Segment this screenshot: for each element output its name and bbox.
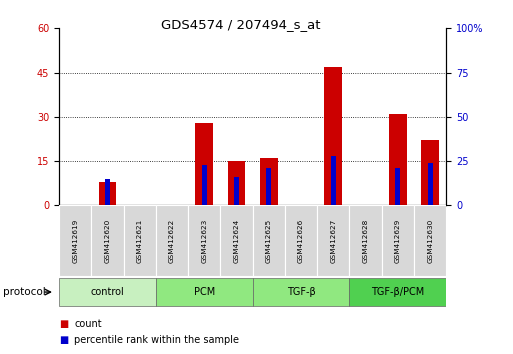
Text: PCM: PCM <box>193 287 215 297</box>
Text: GSM412625: GSM412625 <box>266 218 272 263</box>
Text: percentile rank within the sample: percentile rank within the sample <box>74 335 240 345</box>
Text: count: count <box>74 319 102 329</box>
Bar <box>234 177 239 205</box>
Text: TGF-β/PCM: TGF-β/PCM <box>371 287 425 297</box>
Text: GSM412628: GSM412628 <box>363 218 369 263</box>
Text: GSM412627: GSM412627 <box>330 218 337 263</box>
FancyBboxPatch shape <box>221 205 252 276</box>
Text: GSM412626: GSM412626 <box>298 218 304 263</box>
Text: TGF-β: TGF-β <box>287 287 315 297</box>
FancyBboxPatch shape <box>317 205 349 276</box>
Text: GDS4574 / 207494_s_at: GDS4574 / 207494_s_at <box>162 18 321 31</box>
Bar <box>98 182 116 205</box>
FancyBboxPatch shape <box>59 205 91 276</box>
Text: ■: ■ <box>59 335 68 345</box>
FancyBboxPatch shape <box>349 205 382 276</box>
Bar <box>324 67 342 205</box>
Bar <box>105 179 110 205</box>
Text: GSM412623: GSM412623 <box>201 218 207 263</box>
FancyBboxPatch shape <box>91 205 124 276</box>
FancyBboxPatch shape <box>252 205 285 276</box>
Text: protocol: protocol <box>3 287 45 297</box>
FancyBboxPatch shape <box>285 205 317 276</box>
FancyBboxPatch shape <box>252 278 349 306</box>
FancyBboxPatch shape <box>59 278 156 306</box>
FancyBboxPatch shape <box>124 205 156 276</box>
FancyBboxPatch shape <box>188 205 221 276</box>
Bar <box>202 165 207 205</box>
Text: GSM412624: GSM412624 <box>233 218 240 263</box>
Text: GSM412621: GSM412621 <box>136 218 143 263</box>
Bar <box>396 168 400 205</box>
Text: control: control <box>90 287 124 297</box>
Bar <box>195 123 213 205</box>
Bar <box>428 163 432 205</box>
Bar <box>266 168 271 205</box>
Text: ■: ■ <box>59 319 68 329</box>
FancyBboxPatch shape <box>414 205 446 276</box>
Text: GSM412622: GSM412622 <box>169 218 175 263</box>
FancyBboxPatch shape <box>156 278 252 306</box>
Bar <box>228 161 245 205</box>
Bar <box>260 158 278 205</box>
FancyBboxPatch shape <box>156 205 188 276</box>
Text: GSM412630: GSM412630 <box>427 218 433 263</box>
Text: GSM412619: GSM412619 <box>72 218 78 263</box>
FancyBboxPatch shape <box>349 278 446 306</box>
Bar <box>421 141 439 205</box>
Text: GSM412620: GSM412620 <box>105 218 110 263</box>
Bar <box>331 156 336 205</box>
FancyBboxPatch shape <box>382 205 414 276</box>
Text: GSM412629: GSM412629 <box>395 218 401 263</box>
Bar <box>389 114 407 205</box>
